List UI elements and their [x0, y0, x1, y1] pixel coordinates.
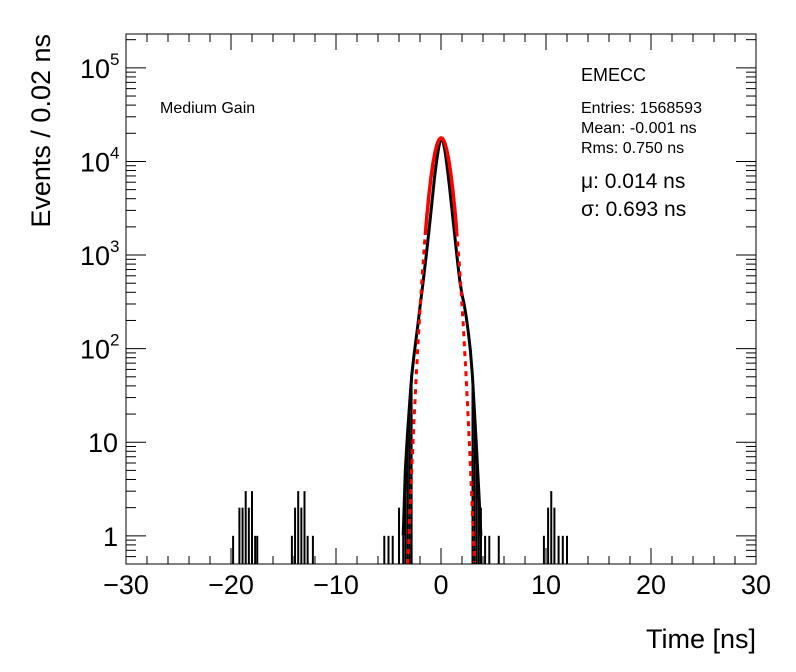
mean-stat: Mean: -0.001 ns	[581, 120, 697, 137]
y-tick-label: 10	[88, 428, 118, 458]
histogram-core	[401, 136, 483, 536]
y-tick-label: 10	[80, 54, 110, 84]
x-tick-label: 10	[531, 570, 561, 600]
detector-label: EMECC	[581, 65, 646, 85]
y-tick-label: 1	[103, 522, 118, 552]
gaussian-fit-core	[423, 136, 459, 236]
y-tick-exponent: 4	[110, 143, 119, 162]
mu-fit-result: μ: 0.014 ns	[581, 170, 685, 193]
rms-stat: Rms: 0.750 ns	[581, 140, 684, 157]
x-tick-label: 20	[636, 570, 666, 600]
gain-label: Medium Gain	[160, 100, 255, 117]
y-axis-label: Events / 0.02 ns	[26, 34, 56, 228]
histogram-series	[232, 136, 568, 564]
x-axis: −30 −20 −10 0 10 20 30	[103, 34, 771, 600]
y-tick-exponent: 5	[110, 50, 119, 69]
gaussian-fit-tail-left	[406, 237, 427, 565]
x-tick-label: 0	[433, 570, 448, 600]
x-tick-label: −30	[103, 570, 149, 600]
entries-stat: Entries: 1568593	[581, 100, 702, 117]
y-tick-exponent: 3	[110, 237, 119, 256]
x-tick-label: −20	[208, 570, 254, 600]
y-tick-label: 10	[80, 241, 110, 271]
x-tick-label: −10	[313, 570, 359, 600]
x-axis-label: Time [ns]	[646, 624, 756, 654]
y-tick-label: 10	[80, 147, 110, 177]
x-tick-label: 30	[741, 570, 771, 600]
gaussian-fit-series	[406, 136, 476, 565]
y-tick-exponent: 2	[110, 331, 119, 350]
y-tick-label: 10	[80, 335, 110, 365]
sigma-fit-result: σ: 0.693 ns	[581, 198, 686, 221]
